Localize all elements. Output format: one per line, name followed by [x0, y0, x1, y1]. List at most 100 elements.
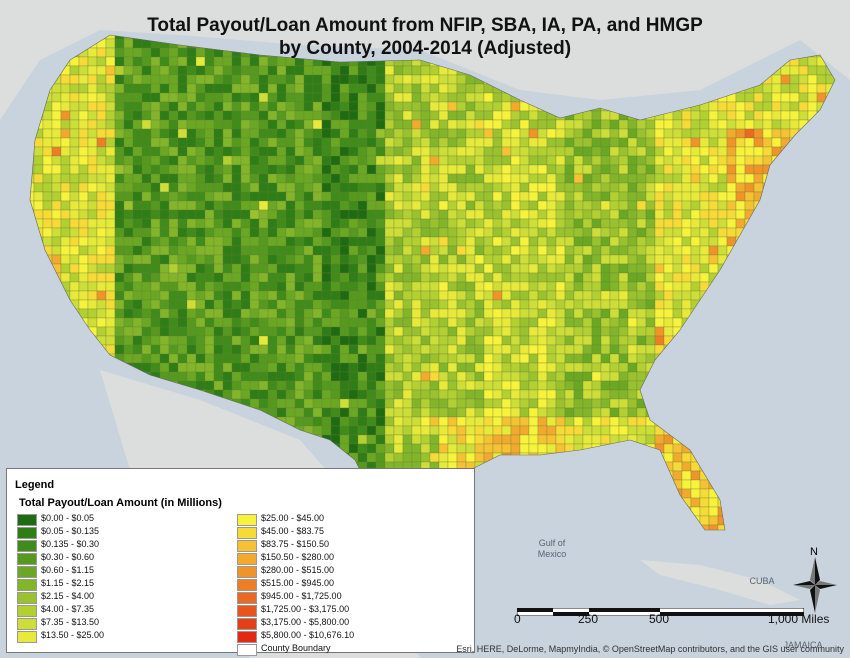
- county-cell: [438, 101, 449, 112]
- county-cell: [510, 506, 521, 517]
- county-cell: [438, 380, 449, 391]
- county-cell: [186, 290, 197, 301]
- county-cell: [267, 101, 278, 112]
- county-cell: [591, 452, 602, 463]
- county-cell: [528, 407, 539, 418]
- county-cell: [456, 146, 467, 157]
- county-cell: [546, 317, 557, 328]
- county-cell: [123, 101, 134, 112]
- county-cell: [726, 308, 737, 319]
- county-cell: [168, 209, 179, 220]
- county-cell: [150, 101, 161, 112]
- county-cell: [672, 155, 683, 166]
- county-cell: [321, 272, 332, 283]
- county-cell: [447, 299, 458, 310]
- county-cell: [96, 200, 107, 211]
- county-cell: [825, 326, 835, 337]
- county-cell: [474, 506, 485, 517]
- county-cell: [420, 452, 431, 463]
- county-cell: [213, 254, 224, 265]
- county-cell: [366, 353, 377, 364]
- county-cell: [591, 173, 602, 184]
- county-cell: [150, 362, 161, 373]
- county-cell: [303, 380, 314, 391]
- county-cell: [789, 308, 800, 319]
- county-cell: [411, 101, 422, 112]
- county-cell: [195, 308, 206, 319]
- county-cell: [222, 263, 233, 274]
- county-cell: [321, 191, 332, 202]
- county-cell: [798, 452, 809, 463]
- county-cell: [420, 182, 431, 193]
- county-cell: [672, 407, 683, 418]
- county-cell: [807, 92, 818, 103]
- county-cell: [303, 236, 314, 247]
- county-cell: [636, 497, 647, 508]
- county-cell: [276, 335, 287, 346]
- county-cell: [393, 110, 404, 121]
- county-cell: [663, 155, 674, 166]
- county-cell: [537, 173, 548, 184]
- county-cell: [303, 398, 314, 409]
- county-cell: [519, 254, 530, 265]
- county-cell: [87, 101, 98, 112]
- county-cell: [528, 497, 539, 508]
- county-cell: [240, 74, 251, 85]
- county-cell: [357, 209, 368, 220]
- county-cell: [564, 200, 575, 211]
- county-cell: [825, 173, 835, 184]
- county-cell: [348, 335, 359, 346]
- county-cell: [285, 353, 296, 364]
- county-cell: [591, 164, 602, 175]
- county-cell: [816, 236, 827, 247]
- county-cell: [492, 380, 503, 391]
- county-cell: [33, 128, 44, 139]
- county-cell: [285, 101, 296, 112]
- county-cell: [429, 200, 440, 211]
- county-cell: [555, 119, 566, 130]
- county-cell: [483, 218, 494, 229]
- county-cell: [132, 92, 143, 103]
- county-cell: [528, 434, 539, 445]
- county-cell: [546, 299, 557, 310]
- county-cell: [78, 263, 89, 274]
- county-cell: [312, 425, 323, 436]
- county-cell: [33, 101, 44, 112]
- county-cell: [735, 461, 746, 472]
- county-cell: [582, 506, 593, 517]
- county-cell: [177, 101, 188, 112]
- county-cell: [357, 236, 368, 247]
- county-cell: [690, 173, 701, 184]
- county-cell: [519, 272, 530, 283]
- county-cell: [708, 209, 719, 220]
- county-cell: [591, 137, 602, 148]
- county-cell: [726, 290, 737, 301]
- county-cell: [654, 380, 665, 391]
- county-cell: [465, 200, 476, 211]
- county-cell: [168, 191, 179, 202]
- county-cell: [690, 443, 701, 454]
- county-cell: [681, 389, 692, 400]
- county-cell: [267, 182, 278, 193]
- county-cell: [96, 263, 107, 274]
- county-cell: [528, 272, 539, 283]
- county-cell: [816, 155, 827, 166]
- county-cell: [753, 416, 764, 427]
- county-cell: [168, 200, 179, 211]
- county-cell: [492, 164, 503, 175]
- county-cell: [780, 227, 791, 238]
- county-cell: [429, 110, 440, 121]
- county-cell: [735, 443, 746, 454]
- county-cell: [51, 308, 62, 319]
- county-cell: [663, 497, 674, 508]
- county-cell: [195, 200, 206, 211]
- county-cell: [123, 254, 134, 265]
- county-cell: [222, 227, 233, 238]
- county-cell: [51, 443, 62, 454]
- county-cell: [294, 182, 305, 193]
- county-cell: [42, 407, 53, 418]
- county-cell: [573, 470, 584, 481]
- county-cell: [438, 416, 449, 427]
- county-cell: [510, 479, 521, 490]
